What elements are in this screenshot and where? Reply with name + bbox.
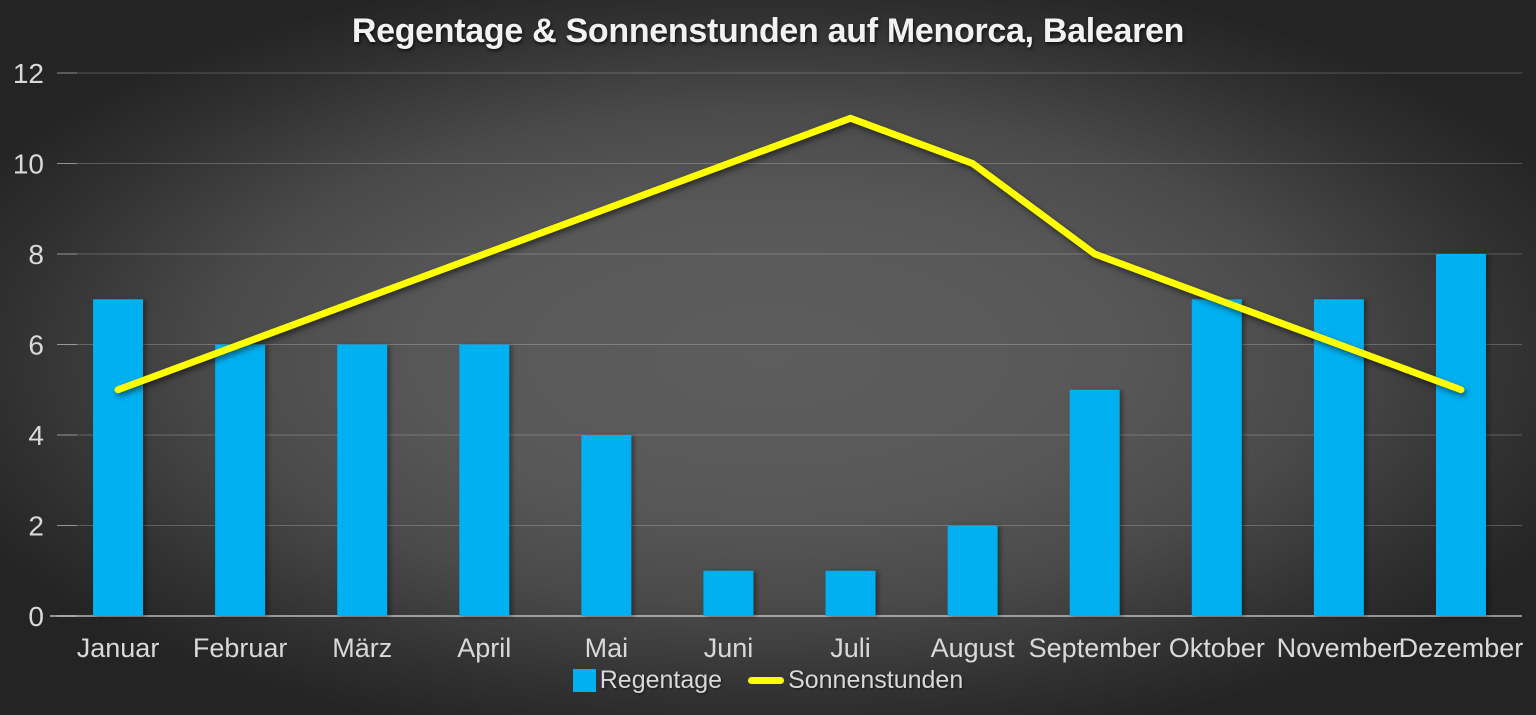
legend-item-sonnenstunden: Sonnenstunden <box>748 668 963 693</box>
y-axis-label: 10 <box>13 149 44 180</box>
x-axis-label-januar: Januar <box>77 633 160 663</box>
bar-juni <box>703 570 754 616</box>
bar-februar <box>215 344 266 616</box>
bar-dezember <box>1435 254 1486 616</box>
y-axis-label: 6 <box>28 330 44 361</box>
x-axis-label-märz: März <box>332 633 392 663</box>
sonnenstunden-line <box>114 114 1465 394</box>
x-axis-label-august: August <box>931 633 1016 663</box>
line-swatch-icon <box>748 677 785 684</box>
y-axis-label: 0 <box>28 601 44 632</box>
chart-title: Regentage & Sonnenstunden auf Menorca, B… <box>351 12 1185 50</box>
bar-märz <box>337 344 388 616</box>
y-axis-label: 8 <box>28 239 44 270</box>
x-axis-label-november: November <box>1277 633 1402 663</box>
y-axis-label: 12 <box>13 58 44 89</box>
x-axis-label-juli: Juli <box>830 633 871 663</box>
x-axis-label-dezember: Dezember <box>1399 633 1524 663</box>
y-axis-label: 2 <box>28 511 44 542</box>
x-axis-label-oktober: Oktober <box>1169 633 1265 663</box>
x-axis-label-april: April <box>457 633 511 663</box>
x-axis-label-juni: Juni <box>704 633 754 663</box>
bar-januar <box>93 299 144 616</box>
bar-swatch-icon <box>572 669 596 692</box>
bar-juli <box>825 570 876 616</box>
x-axis-label-september: September <box>1029 633 1161 663</box>
y-axis-label: 4 <box>28 420 44 451</box>
bar-september <box>1069 389 1120 616</box>
bar-mai <box>581 435 632 616</box>
legend-label-sonnenstunden: Sonnenstunden <box>788 666 964 694</box>
legend: Regentage Sonnenstunden <box>0 668 1536 693</box>
bar-april <box>459 344 510 616</box>
bar-august <box>947 525 998 616</box>
legend-label-regentage: Regentage <box>599 666 723 694</box>
x-axis-label-februar: Februar <box>193 633 288 663</box>
legend-item-regentage: Regentage <box>572 666 723 694</box>
x-axis-label-mai: Mai <box>585 633 629 663</box>
bar-oktober <box>1191 299 1242 616</box>
